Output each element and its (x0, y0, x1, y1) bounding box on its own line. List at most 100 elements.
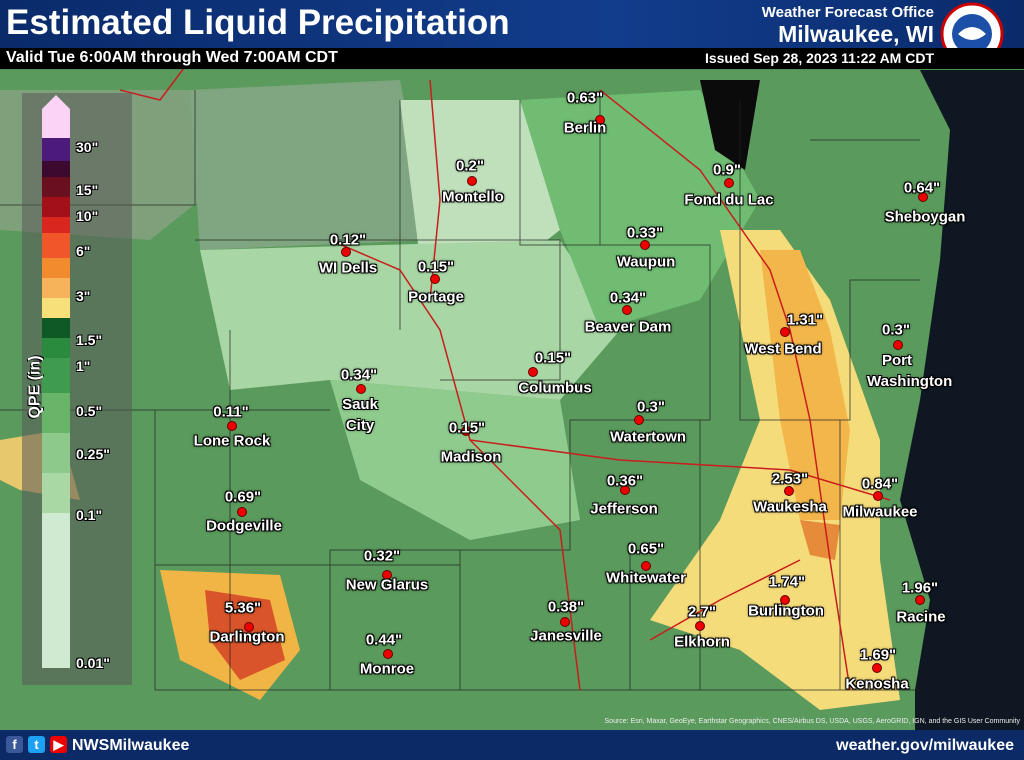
station-dot (724, 178, 734, 188)
website[interactable]: weather.gov/milwaukee (836, 737, 1014, 754)
station-name: Dodgeville (206, 517, 282, 535)
station-dot (227, 421, 237, 431)
twitter-icon[interactable]: t (28, 736, 45, 753)
station-name: Waupun (616, 253, 676, 271)
legend-swatch (42, 233, 70, 258)
station-dot (461, 426, 471, 436)
office: Weather Forecast Office (761, 4, 934, 21)
station-dot (244, 622, 254, 632)
legend-label: 1" (76, 358, 91, 374)
station-amount: 0.15" (417, 258, 455, 276)
station-dot (784, 486, 794, 496)
station-dot (641, 561, 651, 571)
legend-bar (42, 95, 70, 668)
station-amount: 0.84" (861, 475, 899, 493)
station-dot (237, 507, 247, 517)
station-dot (622, 305, 632, 315)
subtitle: Valid Tue 6:00AM through Wed 7:00AM CDT (6, 49, 338, 66)
legend-label: 0.01" (76, 655, 110, 671)
station-amount: 0.3" (637, 398, 665, 416)
station-amount: 0.65" (627, 540, 665, 558)
station-amount: 0.3" (882, 321, 910, 339)
station-amount: 0.34" (340, 366, 378, 384)
footer: f t ▶ NWSMilwaukee weather.gov/milwaukee (0, 730, 1024, 760)
legend-swatch (42, 298, 70, 318)
station-name: Sheboygan (884, 208, 966, 226)
station-name: New Glarus (345, 576, 429, 594)
legend-swatch (42, 177, 70, 197)
station-dot (382, 570, 392, 580)
station-name: Racine (896, 608, 946, 626)
station-dot (893, 340, 903, 350)
facebook-icon[interactable]: f (6, 736, 23, 753)
station-amount: 0.9" (713, 161, 741, 179)
station-name: Burlington (748, 602, 824, 620)
station-dot (620, 485, 630, 495)
station-amount: 0.11" (213, 403, 249, 421)
youtube-icon[interactable]: ▶ (50, 736, 67, 753)
social-handle: NWSMilwaukee (72, 737, 190, 754)
station-name: Milwaukee (842, 503, 918, 521)
legend-swatch (42, 358, 70, 393)
legend-swatch (42, 197, 70, 217)
legend-swatch (42, 278, 70, 298)
station-name: Sauk City (342, 396, 378, 434)
station-amount: 2.7" (688, 603, 716, 621)
issued: Issued Sep 28, 2023 11:22 AM CDT (704, 50, 934, 66)
station-name: Elkhorn (674, 633, 730, 651)
station-dot (560, 617, 570, 627)
legend: QPE (in) 30" 15" 10" 6" 3" 1.5" 1" 0.5" 0.25" 0.1… (22, 93, 132, 685)
header: Estimated Liquid Precipitation Weather F… (0, 0, 1024, 66)
station-amount: 0.44" (365, 631, 403, 649)
station-dot (356, 384, 366, 394)
station-amount: 0.34" (609, 289, 647, 307)
legend-swatch (42, 393, 70, 433)
station-amount: 0.33" (626, 224, 664, 242)
legend-label: 0.25" (76, 446, 110, 462)
station-amount: 0.38" (547, 598, 585, 616)
station-name: Beaver Dam (584, 318, 672, 336)
station-name: Madison (440, 448, 502, 466)
legend-swatch (42, 138, 70, 161)
subtitle-bar: Valid Tue 6:00AM through Wed 7:00AM CDT … (0, 48, 1024, 69)
station-amount: 1.31" (786, 311, 824, 329)
title: Estimated Liquid Precipitation (6, 3, 510, 42)
station-dot (595, 115, 605, 125)
legend-label: 30" (76, 139, 99, 155)
station-name: Janesville (530, 627, 602, 645)
station-amount: 0.2" (456, 157, 484, 175)
legend-swatch (42, 513, 70, 668)
station-amount: 1.74" (768, 573, 806, 591)
station-dot (873, 491, 883, 501)
legend-swatch (42, 161, 70, 177)
legend-swatch (42, 318, 70, 338)
legend-label: 1.5" (76, 332, 103, 348)
station-name: Montello (442, 188, 504, 206)
legend-label: 3" (76, 288, 91, 304)
station-name: Fond du Lac (684, 191, 774, 209)
station-dot (780, 327, 790, 337)
station-dot (915, 595, 925, 605)
station-amount: 0.36" (606, 472, 644, 490)
station-name: Columbus (518, 379, 592, 397)
attribution: Source: Esri, Maxar, GeoEye, Earthstar G… (604, 718, 1020, 725)
station-name: Watertown (609, 428, 687, 446)
station-dot (918, 192, 928, 202)
station-name: Whitewater (605, 569, 687, 587)
legend-swatch (42, 338, 70, 358)
legend-swatch (42, 473, 70, 513)
legend-swatch (42, 258, 70, 278)
station-name: Waukesha (753, 498, 827, 516)
station-name: West Bend (744, 340, 822, 358)
station-amount: 0.32" (363, 547, 401, 565)
legend-label: 15" (76, 182, 99, 198)
station-dot (780, 595, 790, 605)
legend-swatch (42, 217, 70, 233)
station-dot (467, 176, 477, 186)
station-dot (528, 367, 538, 377)
legend-swatch (42, 433, 70, 473)
station-name: Kenosha (845, 675, 909, 693)
station-dot (634, 415, 644, 425)
legend-label: 6" (76, 243, 91, 259)
